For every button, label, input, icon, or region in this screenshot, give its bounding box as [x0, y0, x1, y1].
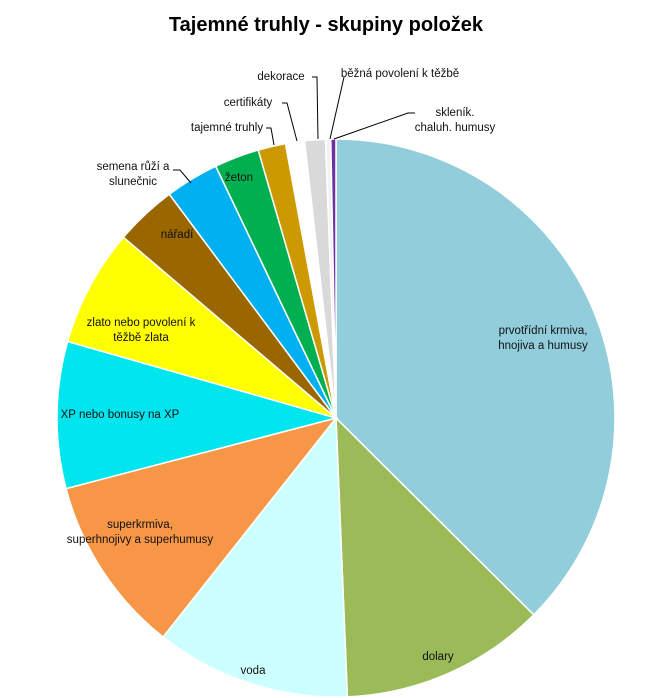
pie-slice: [162, 415, 349, 698]
slice-label: semena růží a slunečnic: [97, 161, 170, 188]
slice-label: superkrmiva, superhnojivy a superhumusy: [67, 519, 214, 546]
pie-slice: [66, 236, 337, 419]
chart-title: Tajemné truhly - skupiny položek: [169, 14, 484, 36]
pie-slice: [335, 416, 535, 698]
slice-label: běžná povolení k těžbě: [341, 68, 459, 80]
slice-label: dolary: [422, 651, 454, 663]
slice-label: zlato nebo povolení k těžbě zlata: [87, 317, 196, 344]
slice-label: dekorace: [257, 71, 304, 83]
slice-label: tajemné truhly: [191, 122, 263, 134]
leader-line: [266, 127, 275, 146]
leader-line: [333, 112, 415, 140]
slice-label: certifikáty: [224, 97, 273, 109]
pie-slice: [56, 340, 339, 490]
pie-slice: [329, 138, 337, 419]
slice-label: XP nebo bonusy na XP: [61, 409, 180, 421]
leader-line: [312, 76, 319, 140]
slice-label: skleník. chaluh. humusy: [415, 107, 496, 134]
slice-label: nářadí: [161, 229, 194, 241]
leader-line: [329, 76, 345, 140]
slice-label: prvotřídní krmiva, hnojiva a humusy: [498, 325, 588, 352]
leader-line: [173, 169, 192, 184]
leader-line: [282, 102, 298, 142]
pie-slice: [335, 138, 616, 616]
slice-label: žeton: [225, 172, 253, 184]
pie-slice: [65, 416, 338, 639]
slice-label: voda: [241, 665, 267, 677]
